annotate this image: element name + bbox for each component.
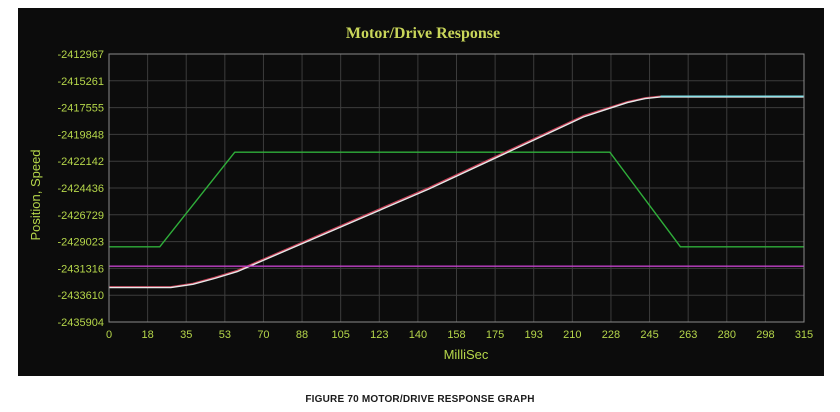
series-layer <box>109 95 804 289</box>
x-tick-label: 140 <box>409 329 427 341</box>
y-tick-label: -2433610 <box>58 290 105 302</box>
x-tick-label: 88 <box>296 329 308 341</box>
x-tick-label: 158 <box>447 329 465 341</box>
x-tick-label: 245 <box>640 329 658 341</box>
y-tick-label: -2419848 <box>58 129 105 141</box>
x-tick-labels: 0 18 35 53 70 88 105 123 140 158 175 193 210 228 245 26… <box>106 329 813 341</box>
plot-frame <box>108 53 805 323</box>
y-tick-label: -2424436 <box>58 183 105 195</box>
x-tick-label: 70 <box>257 329 269 341</box>
x-tick-label: 175 <box>486 329 504 341</box>
x-tick-label: 298 <box>756 329 774 341</box>
x-tick-label: 263 <box>679 329 697 341</box>
series-line-3 <box>109 96 804 289</box>
x-tick-label: 315 <box>795 329 813 341</box>
x-tick-label: 105 <box>331 329 349 341</box>
chart-title: Motor/Drive Response <box>346 25 500 42</box>
y-tick-label: -2431316 <box>58 263 105 275</box>
chart-svg: Motor/Drive Response -2412967-2415261-24… <box>28 25 813 362</box>
y-tick-label: -2429023 <box>58 237 105 249</box>
x-tick-label: 0 <box>106 329 112 341</box>
y-tick-label: -2415261 <box>58 76 105 88</box>
y-tick-label: -2422142 <box>58 156 105 168</box>
x-tick-label: 53 <box>219 329 231 341</box>
y-tick-label: -2412967 <box>58 49 105 61</box>
grid <box>108 53 805 323</box>
x-tick-label: 210 <box>563 329 581 341</box>
y-tick-label: -2417555 <box>58 103 105 115</box>
x-tick-label: 35 <box>180 329 192 341</box>
x-tick-label: 280 <box>718 329 736 341</box>
chart-panel: Motor/Drive Response -2412967 -2415261 -24… <box>18 8 824 376</box>
figure-caption: FIGURE 70 MOTOR/DRIVE RESPONSE GRAPH <box>305 394 535 405</box>
x-axis-label: MilliSec <box>444 347 489 362</box>
x-tick-label: 123 <box>370 329 388 341</box>
x-tick-label: 18 <box>141 329 153 341</box>
y-tick-label: -2435904 <box>58 317 105 329</box>
x-tick-label: 193 <box>525 329 543 341</box>
x-tick-label: 228 <box>602 329 620 341</box>
y-tick-label: -2426729 <box>58 210 105 222</box>
y-axis-label: Position, Speed <box>28 149 43 240</box>
y-tick-labels: -2412967 -2415261 -2417555 -2419848 -2422142… <box>58 49 105 329</box>
series-line-1 <box>109 151 804 248</box>
